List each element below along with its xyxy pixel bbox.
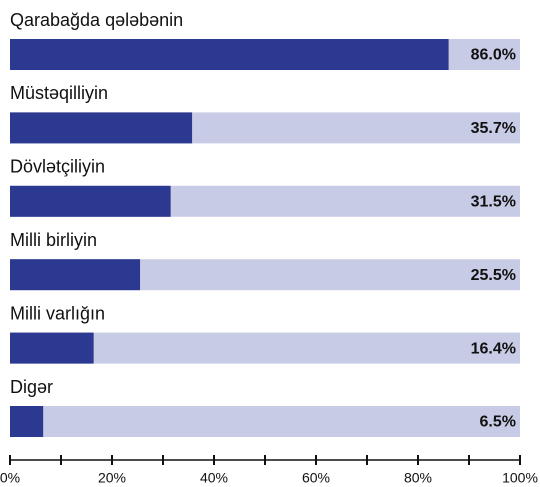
bar (10, 112, 193, 144)
value-label: 6.5% (480, 414, 516, 431)
value-label: 35.7% (471, 120, 516, 137)
x-tick-label: 20% (98, 470, 126, 486)
x-tick-label: 80% (404, 470, 432, 486)
x-tick-label: 40% (200, 470, 228, 486)
category-label: Müstəqilliyin (10, 83, 108, 103)
x-tick-label: 60% (302, 470, 330, 486)
x-tick-label: 100% (502, 470, 538, 486)
bar (10, 332, 94, 364)
bar (10, 185, 171, 217)
category-label: Milli birliyin (10, 230, 97, 250)
bar (10, 39, 449, 70)
value-label: 31.5% (471, 194, 516, 211)
category-label: Qarabağda qələbənin (10, 10, 183, 30)
bar-track (10, 406, 520, 437)
value-label: 86.0% (471, 47, 516, 64)
value-label: 25.5% (471, 267, 516, 284)
value-label: 16.4% (471, 340, 516, 357)
bar (10, 406, 44, 437)
category-label: Milli varlığın (10, 303, 105, 323)
bar (10, 259, 141, 291)
category-label: Dövlətçiliyin (10, 157, 105, 177)
category-label: Digər (10, 377, 53, 397)
bar-track (10, 332, 520, 364)
x-tick-label: 0% (0, 470, 20, 486)
